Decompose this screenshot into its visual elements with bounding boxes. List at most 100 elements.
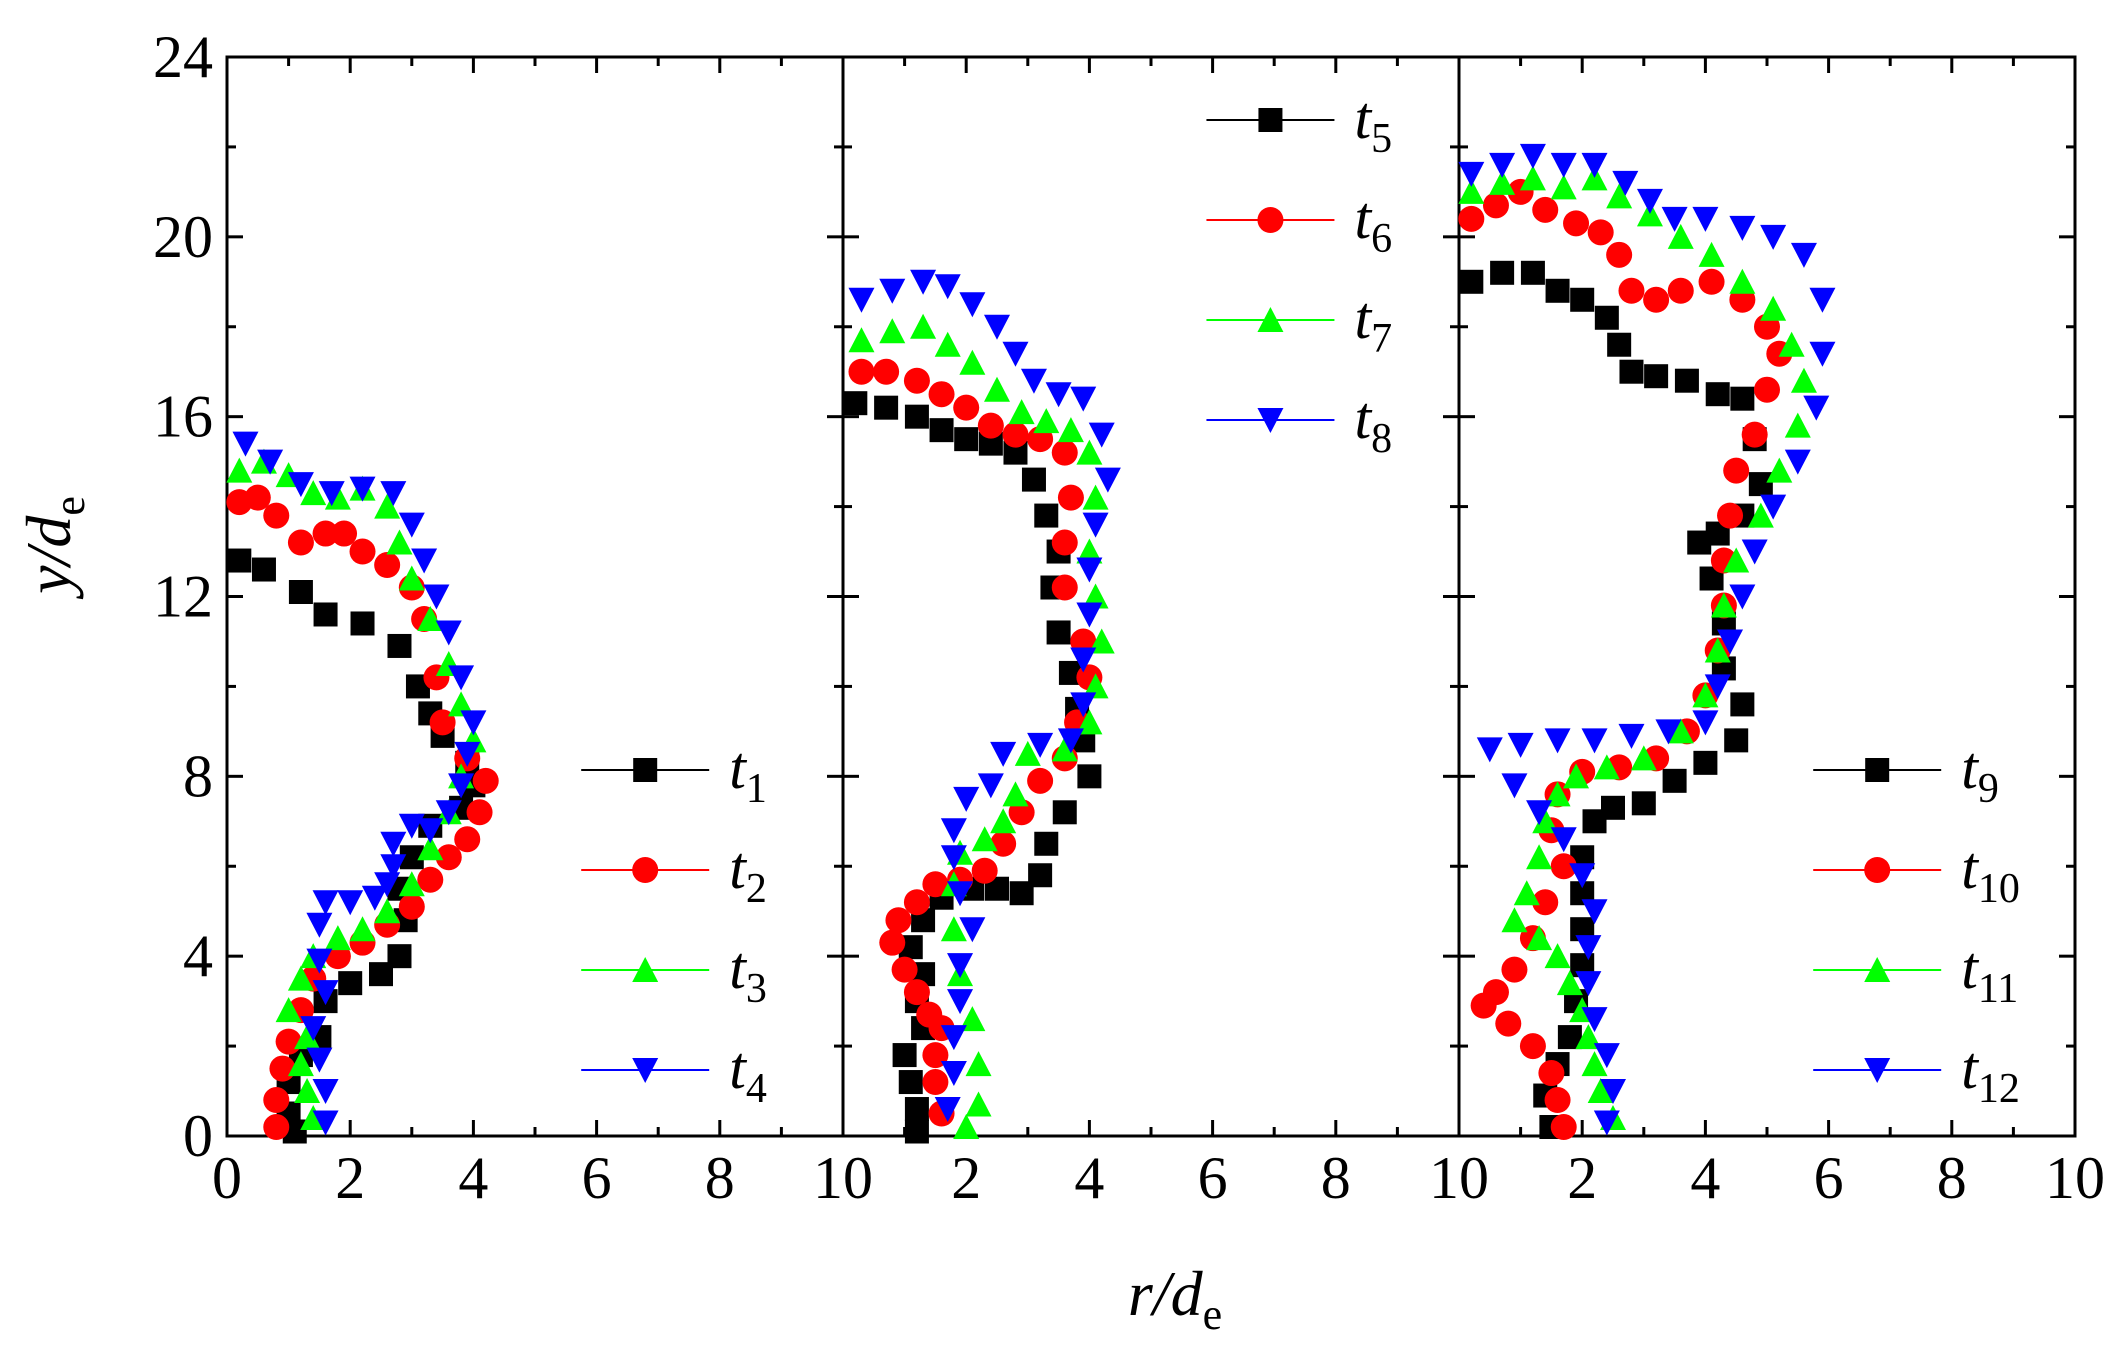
data-point xyxy=(1747,502,1774,528)
data-point xyxy=(1082,583,1109,609)
data-point xyxy=(1076,709,1103,735)
data-point xyxy=(1766,457,1793,483)
data-point xyxy=(947,989,974,1015)
data-point xyxy=(848,327,875,353)
data-point xyxy=(287,1051,314,1077)
data-point xyxy=(1046,620,1071,645)
data-point xyxy=(448,773,475,799)
y-tick-label: 8 xyxy=(183,743,213,809)
data-point xyxy=(1532,196,1559,223)
data-point xyxy=(1587,219,1614,246)
data-point xyxy=(1575,935,1602,961)
data-point xyxy=(1556,970,1583,996)
data-point xyxy=(940,845,967,871)
data-point xyxy=(312,890,339,916)
legend-entry: t5 xyxy=(1206,85,1392,162)
data-point xyxy=(1070,386,1097,412)
data-point xyxy=(294,1078,321,1104)
data-point xyxy=(1790,242,1817,268)
data-point xyxy=(1034,831,1059,856)
data-point xyxy=(1051,736,1078,762)
data-point xyxy=(1544,728,1571,754)
legend-entry: t12 xyxy=(1813,1035,2020,1112)
data-point xyxy=(879,278,906,304)
data-point xyxy=(984,314,1010,340)
legend-marker xyxy=(1257,207,1284,233)
data-point xyxy=(971,826,998,852)
data-point xyxy=(1687,530,1712,555)
data-point xyxy=(873,358,900,385)
data-point xyxy=(1513,880,1540,906)
data-point xyxy=(294,1024,321,1050)
x-tick-label: 4 xyxy=(458,1145,488,1211)
data-point xyxy=(1070,692,1097,718)
data-point xyxy=(387,633,412,658)
legend-label: t5 xyxy=(1354,85,1392,162)
data-point xyxy=(318,481,345,507)
legend-label: t12 xyxy=(1961,1035,2020,1112)
data-point xyxy=(324,925,351,951)
data-point xyxy=(1717,629,1744,655)
legend-label: t9 xyxy=(1961,735,1999,812)
data-point xyxy=(959,349,986,375)
data-point xyxy=(435,800,462,826)
data-point xyxy=(1045,382,1072,408)
data-point xyxy=(1076,538,1103,564)
data-point xyxy=(374,493,401,519)
data-point xyxy=(965,1051,992,1077)
data-point xyxy=(1520,260,1545,285)
data-point xyxy=(1790,367,1817,393)
data-point xyxy=(226,457,253,483)
data-point xyxy=(1538,1060,1565,1087)
x-tick-label: 0 xyxy=(212,1145,242,1211)
data-point xyxy=(1655,719,1682,745)
series-t10 xyxy=(1458,178,1793,1141)
data-point xyxy=(1581,1007,1608,1033)
data-point xyxy=(312,520,339,547)
data-point xyxy=(1607,332,1632,357)
data-point xyxy=(275,997,302,1023)
data-point xyxy=(879,318,906,344)
data-point xyxy=(331,520,358,547)
data-point xyxy=(1077,764,1102,789)
legend-marker xyxy=(1864,1058,1891,1083)
data-point xyxy=(904,404,929,429)
data-point xyxy=(1082,512,1109,538)
data-point xyxy=(374,552,401,579)
data-point xyxy=(1476,737,1503,763)
x-axis-label: r/de xyxy=(1128,1258,1222,1339)
data-point xyxy=(1002,341,1029,367)
data-point xyxy=(892,1043,917,1068)
legend-entry: t1 xyxy=(581,735,767,812)
data-point xyxy=(1581,152,1608,178)
legend-entry: t8 xyxy=(1206,385,1392,462)
data-point xyxy=(1088,628,1115,654)
data-point xyxy=(1057,484,1084,511)
data-point xyxy=(380,854,407,880)
data-point xyxy=(1550,853,1577,880)
data-point xyxy=(1575,971,1602,997)
panel-2: 2 4 6 8 10 t5 t6 t7 t8 xyxy=(841,55,1489,1211)
data-point xyxy=(1482,192,1509,219)
legend-entry: t10 xyxy=(1813,835,2020,912)
data-point xyxy=(1803,395,1830,421)
data-point xyxy=(848,287,875,313)
data-point xyxy=(1717,502,1744,529)
legend-marker xyxy=(1257,408,1284,433)
legend-marker xyxy=(632,1058,659,1083)
data-point xyxy=(934,1097,961,1123)
data-point xyxy=(417,605,444,631)
data-point xyxy=(1076,557,1103,583)
data-point xyxy=(1076,439,1103,465)
data-point xyxy=(1550,1114,1577,1141)
x-tick-label: 8 xyxy=(1937,1145,1967,1211)
legend-label: t10 xyxy=(1961,835,2020,912)
data-point xyxy=(1594,305,1619,330)
x-tick-label: 10 xyxy=(1429,1145,1489,1211)
data-point xyxy=(1644,364,1669,389)
data-point xyxy=(1778,331,1805,357)
data-point xyxy=(1014,740,1041,766)
data-point xyxy=(472,767,499,794)
series-t4 xyxy=(232,431,487,1136)
data-point xyxy=(1550,152,1577,178)
